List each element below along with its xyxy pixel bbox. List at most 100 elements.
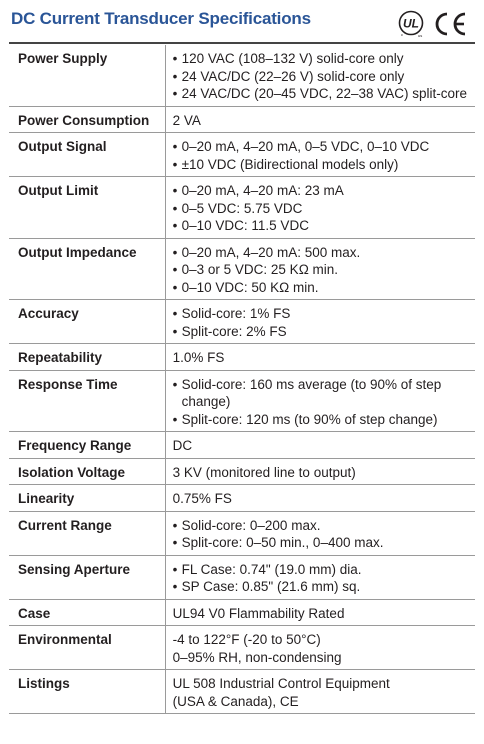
spec-bullet-line: • Split-core: 0–50 min., 0–400 max. — [173, 534, 467, 552]
spec-text: Split-core: 120 ms (to 90% of step chang… — [181, 411, 438, 427]
spec-text: Solid-core: 0–200 max. — [181, 517, 321, 533]
bullet-icon: • — [172, 306, 178, 321]
spec-bullet-line: • Solid-core: 0–200 max. — [173, 517, 467, 535]
spec-text: 0–20 mA, 4–20 mA: 23 mA — [181, 183, 344, 198]
svg-text:c: c — [401, 32, 403, 37]
spec-label: Output Signal — [9, 132, 166, 177]
spec-row: Accuracy • Solid-core: 1% FS • Split-core: 2… — [9, 299, 475, 344]
spec-value: UL94 V0 Flammability Rated — [164, 599, 475, 626]
spec-value: UL 508 Industrial Control Equipment (USA … — [164, 669, 475, 714]
spec-row: Output Limit • 0–20 mA, 4–20 mA: 23 mA • 0–5… — [9, 176, 475, 239]
spec-label: Repeatability — [9, 343, 166, 371]
spec-row: Response Time • Solid-core: 160 ms average… — [9, 370, 475, 432]
spec-text: 24 VAC/DC (20–45 VDC, 22–38 VAC) split-c… — [181, 86, 467, 101]
spec-text: FL Case: 0.74" (19.0 mm) dia. — [181, 561, 362, 577]
spec-value: 3 KV (monitored line to output) — [164, 458, 475, 485]
bullet-icon: • — [172, 323, 178, 339]
spec-label: Case — [9, 599, 166, 626]
spec-bullet-line: • 120 VAC (108–132 V) solid-core only — [173, 50, 467, 68]
spec-text: Solid-core: 1% FS — [181, 306, 291, 321]
spec-value: • Solid-core: 0–200 max. • Split-core: 0–50… — [164, 511, 475, 556]
spec-value: • Solid-core: 160 ms average (to 90% of s… — [164, 370, 475, 432]
spec-text: 0–95% RH, non-condensing — [172, 649, 342, 665]
spec-bullet-line: • 0–3 or 5 VDC: 25 KΩ min. — [173, 261, 467, 279]
bullet-icon: • — [172, 535, 178, 550]
spec-row: Output Impedance • 0–20 mA, 4–20 mA: 500 m… — [9, 238, 475, 300]
spec-bullet-line: • 0–20 mA, 4–20 mA, 0–5 VDC, 0–10 VDC — [173, 138, 467, 156]
svg-text:us: us — [418, 33, 422, 38]
spec-label: Isolation Voltage — [9, 458, 166, 485]
spec-label: Power Consumption — [9, 106, 166, 133]
spec-value: • 0–20 mA, 4–20 mA, 0–5 VDC, 0–10 VDC • ±10… — [164, 132, 475, 177]
bullet-icon: • — [172, 200, 178, 216]
spec-label: Power Supply — [9, 45, 166, 107]
spec-text: Solid-core: 160 ms average (to 90% of st… — [181, 376, 442, 392]
spec-text: DC — [172, 438, 193, 453]
spec-label: Current Range — [9, 511, 166, 556]
spec-row: Sensing Aperture • FL Case: 0.74" (19.0 mm… — [9, 555, 475, 600]
bullet-icon: • — [172, 244, 178, 260]
spec-text: 0–3 or 5 VDC: 25 KΩ min. — [181, 262, 339, 277]
page-title: DC Current Transducer Specifications — [11, 9, 311, 28]
spec-text: 24 VAC/DC (22–26 V) solid-core only — [181, 68, 405, 84]
spec-bullet-line: • Split-core: 120 ms (to 90% of step chan… — [173, 411, 467, 429]
spec-label: Listings — [9, 669, 166, 714]
spec-value: 2 VA — [164, 106, 475, 133]
spec-bullet-line: • SP Case: 0.85" (21.6 mm) sq. — [173, 578, 467, 596]
spec-bullet-line: • 0–10 VDC: 11.5 VDC — [173, 217, 467, 235]
spec-text: UL 508 Industrial Control Equipment — [172, 676, 390, 691]
spec-value: • 0–20 mA, 4–20 mA: 23 mA • 0–5 VDC: 5.75 V… — [164, 176, 475, 239]
spec-bullet-line: • 24 VAC/DC (20–45 VDC, 22–38 VAC) split-… — [173, 85, 467, 103]
spec-value: DC — [164, 431, 475, 459]
bullet-icon: • — [172, 183, 178, 198]
spec-value: • 0–20 mA, 4–20 mA: 500 max. • 0–3 or 5 VDC… — [164, 238, 475, 300]
spec-text: 2 VA — [172, 112, 201, 128]
spec-row: Current Range • Solid-core: 0–200 max. • Spl… — [9, 511, 475, 556]
spec-bullet-line: • 24 VAC/DC (22–26 V) solid-core only — [173, 68, 467, 86]
spec-value: • 120 VAC (108–132 V) solid-core only • 24 … — [164, 45, 475, 107]
spec-bullet-line: • 0–20 mA, 4–20 mA: 23 mA — [173, 182, 467, 200]
spec-label: Sensing Aperture — [9, 555, 166, 600]
bullet-icon: • — [172, 51, 178, 66]
spec-text: -4 to 122°F (-20 to 50°C) — [172, 632, 321, 647]
ul-listed-logo: UL c us — [398, 10, 424, 38]
spec-text: 120 VAC (108–132 V) solid-core only — [181, 51, 404, 66]
certification-logos: UL c us — [398, 10, 468, 38]
bullet-icon: • — [172, 218, 178, 233]
spec-label: Environmental — [9, 625, 166, 670]
spec-value: 0.75% FS — [164, 484, 475, 512]
spec-text: change) — [181, 394, 231, 409]
header-rule — [9, 42, 475, 44]
spec-text: UL94 V0 Flammability Rated — [172, 605, 345, 621]
spec-bullet-line: • 0–5 VDC: 5.75 VDC — [173, 200, 467, 218]
spec-value: • FL Case: 0.74" (19.0 mm) dia. • SP Case: … — [164, 555, 475, 600]
spec-text: 0–5 VDC: 5.75 VDC — [181, 200, 303, 216]
spec-text: 0–10 VDC: 11.5 VDC — [181, 218, 309, 233]
spec-text: 3 KV (monitored line to output) — [172, 464, 356, 480]
bullet-icon: • — [172, 579, 178, 594]
spec-label: Frequency Range — [9, 431, 166, 459]
spec-bullet-line: • Solid-core: 1% FS — [173, 305, 467, 323]
bullet-icon: • — [172, 262, 178, 277]
bullet-icon: • — [172, 68, 178, 84]
spec-text: SP Case: 0.85" (21.6 mm) sq. — [181, 579, 361, 594]
spec-label: Output Impedance — [9, 238, 166, 300]
spec-label: Response Time — [9, 370, 166, 432]
bullet-icon: • — [172, 517, 178, 533]
svg-text:UL: UL — [403, 17, 419, 31]
bullet-icon: • — [172, 411, 178, 427]
spec-bullet-line: • 0–10 VDC: 50 KΩ min. — [173, 279, 467, 297]
bullet-icon: • — [172, 139, 178, 154]
spec-row: Output Signal • 0–20 mA, 4–20 mA, 0–5 VDC,… — [9, 132, 475, 177]
spec-value: • Solid-core: 1% FS • Split-core: 2% FS — [164, 299, 475, 344]
spec-bullet-line: • 0–20 mA, 4–20 mA: 500 max. — [173, 244, 467, 262]
spec-label: Accuracy — [9, 299, 166, 344]
spec-row: Power Supply • 120 VAC (108–132 V) solid-c… — [9, 45, 475, 107]
spec-label: Linearity — [9, 484, 166, 512]
spec-row: Repeatability 1.0% FS — [9, 343, 475, 371]
spec-bullet-line: • ±10 VDC (Bidirectional models only) — [173, 156, 467, 174]
spec-bullet-line: • Solid-core: 160 ms average (to 90% of s… — [173, 376, 467, 394]
spec-text: 0.75% FS — [172, 491, 232, 506]
spec-row: Listings UL 508 Industrial Control Equipm… — [9, 669, 475, 714]
